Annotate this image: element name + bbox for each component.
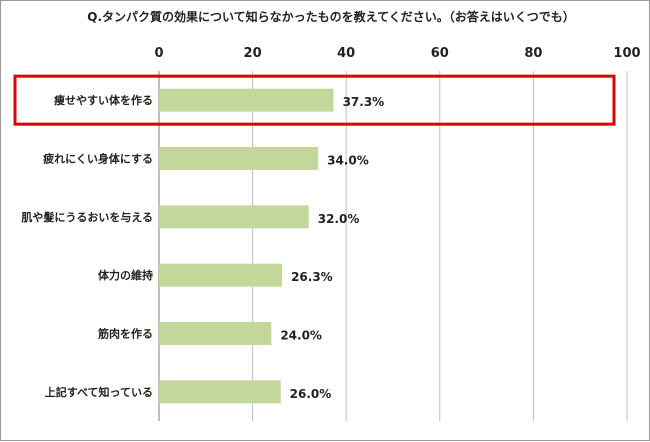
data-label: 34.0% <box>327 154 369 168</box>
x-tick-label: 100 <box>613 46 640 61</box>
category-label: 肌や髪にうるおいを与える <box>20 210 153 224</box>
x-tick-label: 80 <box>524 46 542 61</box>
bar <box>159 205 309 229</box>
category-label: 筋肉を作る <box>97 327 153 341</box>
highlight-box <box>13 74 616 126</box>
x-tick-label: 40 <box>337 46 355 61</box>
data-label: 37.3% <box>343 95 385 109</box>
category-labels: 痩せやすい体を作る疲れにくい身体にする肌や髪にうるおいを与える体力の維持筋肉を作… <box>20 93 153 399</box>
category-label: 疲れにくい身体にする <box>43 152 153 166</box>
bar <box>159 147 319 170</box>
x-tick-label: 60 <box>431 46 449 61</box>
data-label: 32.0% <box>318 212 360 226</box>
category-label: 体力の維持 <box>98 268 153 282</box>
category-label: 上記すべて知っている <box>45 385 153 399</box>
data-label: 24.0% <box>280 329 322 343</box>
data-label: 26.0% <box>290 387 332 401</box>
bars <box>159 88 334 404</box>
chart-title: Q.タンパク質の効果について知らなかったものを教えてください。（お答えはいくつで… <box>87 9 574 24</box>
x-tick-label: 0 <box>154 46 163 61</box>
x-axis-ticks: 0 20 40 60 80 100 <box>154 46 640 61</box>
bar <box>159 380 281 404</box>
bar <box>159 322 272 345</box>
bar <box>159 88 334 112</box>
category-label: 痩せやすい体を作る <box>54 93 153 107</box>
gridlines <box>158 71 628 421</box>
highlight <box>13 74 616 126</box>
data-labels: 37.3% 34.0% 32.0% 26.3% 24.0% 26.0% <box>280 95 384 401</box>
bar <box>159 263 283 287</box>
x-tick-label: 20 <box>244 46 262 61</box>
data-label: 26.3% <box>291 270 333 284</box>
